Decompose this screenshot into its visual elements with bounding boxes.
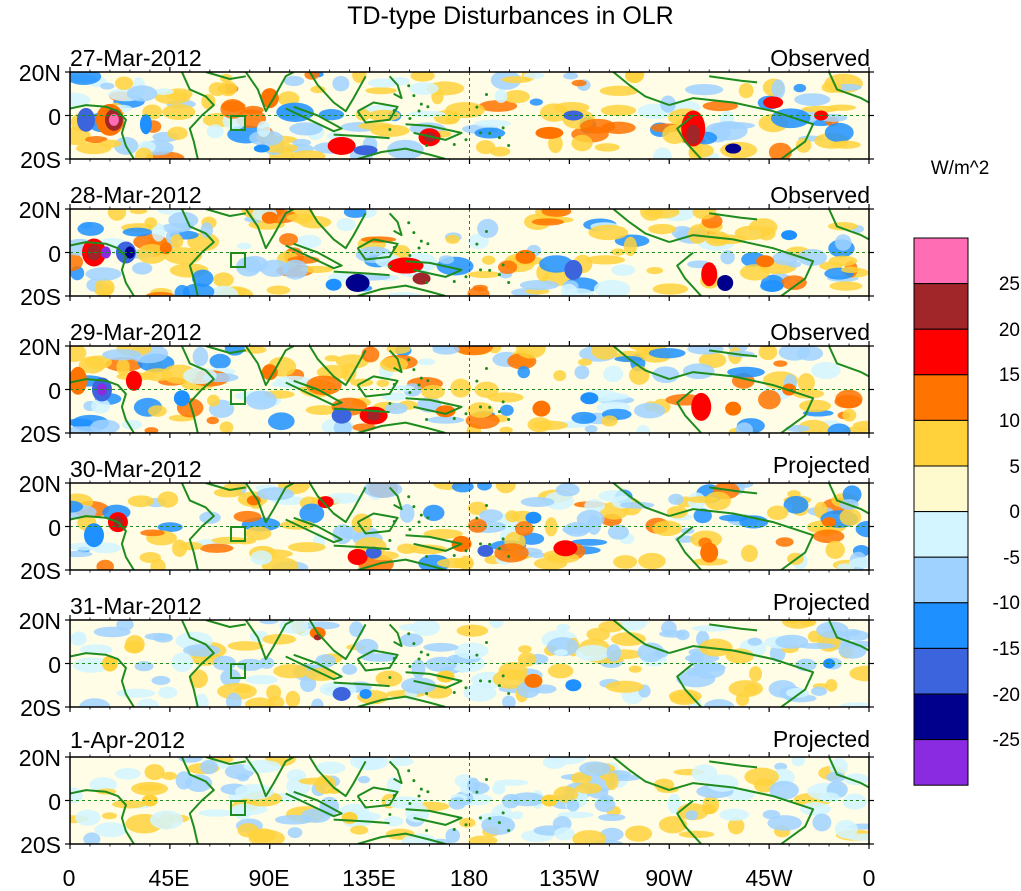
- colorbar-swatch: [913, 693, 969, 741]
- map-panel: [65, 752, 874, 849]
- colorbar-unit: W/m^2: [930, 158, 990, 179]
- colorbar-swatch: [913, 602, 969, 649]
- colorbar-swatch: [913, 283, 969, 330]
- lon-label-45e: 45E: [148, 865, 190, 891]
- map-panel: [65, 67, 874, 164]
- lat-label-eq: 0: [48, 104, 61, 130]
- colorbar-swatch: [913, 419, 969, 467]
- lat-label-20n: 20N: [18, 745, 61, 771]
- colorbar-swatch: [913, 237, 969, 285]
- panel-3-type: Observed: [770, 319, 870, 345]
- colorbar-swatch: [913, 647, 969, 695]
- colorbar-swatch: [913, 556, 969, 604]
- lon-label-45w: 45W: [745, 865, 793, 891]
- lat-label-20s: 20S: [20, 695, 61, 721]
- panel-1-type: Observed: [770, 45, 870, 71]
- lat-label-20s: 20S: [20, 147, 61, 173]
- colorbar-swatch: [913, 511, 969, 558]
- lat-label-eq: 0: [48, 378, 61, 404]
- colorbar: [913, 237, 969, 786]
- lat-label-eq: 0: [48, 652, 61, 678]
- lat-label-eq: 0: [48, 515, 61, 541]
- lon-label-90w: 90W: [645, 865, 693, 891]
- colorbar-label: 25: [998, 274, 1020, 295]
- panel-4-type: Projected: [772, 452, 870, 478]
- lon-label-135e: 135E: [342, 865, 396, 891]
- lon-label-0: 0: [62, 865, 76, 891]
- lon-label-0-east: 0: [862, 865, 876, 891]
- lat-label-eq: 0: [48, 241, 61, 267]
- lat-label-20n: 20N: [18, 60, 61, 86]
- colorbar-label: 10: [998, 411, 1020, 432]
- colorbar-swatch: [913, 465, 969, 513]
- lat-label-20n: 20N: [18, 197, 61, 223]
- panel-6-type: Projected: [772, 726, 870, 752]
- lat-label-20s: 20S: [20, 832, 61, 858]
- lat-label-20n: 20N: [18, 471, 61, 497]
- lat-label-20s: 20S: [20, 558, 61, 584]
- colorbar-label: 15: [998, 365, 1020, 386]
- map-panel: [65, 204, 874, 301]
- panel-1-date: 27-Mar-2012: [70, 45, 202, 71]
- panel-5-type: Projected: [772, 589, 870, 615]
- colorbar-label: 20: [998, 320, 1020, 341]
- lat-label-20n: 20N: [18, 334, 61, 360]
- panel-4-date: 30-Mar-2012: [70, 456, 202, 482]
- lon-label-135w: 135W: [538, 865, 600, 891]
- lat-label-eq: 0: [48, 789, 61, 815]
- panel-6-date: 1-Apr-2012: [70, 727, 186, 753]
- colorbar-label: 0: [1009, 502, 1020, 523]
- map-panel: [65, 478, 874, 575]
- lon-label-180: 180: [449, 865, 489, 891]
- lat-label-20s: 20S: [20, 284, 61, 310]
- figure-title: TD-type Disturbances in OLR: [347, 2, 674, 30]
- colorbar-label: -20: [992, 685, 1020, 706]
- colorbar-label: 5: [1009, 457, 1020, 478]
- lat-label-20n: 20N: [18, 608, 61, 634]
- lon-label-90e: 90E: [248, 865, 290, 891]
- colorbar-swatch: [913, 328, 969, 376]
- panel-3-date: 29-Mar-2012: [70, 319, 202, 345]
- panel-2-type: Observed: [770, 182, 870, 208]
- map-panel: [65, 341, 874, 438]
- colorbar-label: -10: [992, 593, 1020, 614]
- colorbar-label: -15: [992, 639, 1020, 660]
- panel-5-date: 31-Mar-2012: [70, 593, 202, 619]
- colorbar-label: -5: [1003, 548, 1020, 569]
- colorbar-swatch: [913, 374, 969, 421]
- colorbar-swatch: [913, 739, 969, 786]
- map-panel: [65, 615, 874, 712]
- colorbar-label: -25: [992, 730, 1020, 751]
- lat-label-20s: 20S: [20, 421, 61, 447]
- panel-2-date: 28-Mar-2012: [70, 182, 202, 208]
